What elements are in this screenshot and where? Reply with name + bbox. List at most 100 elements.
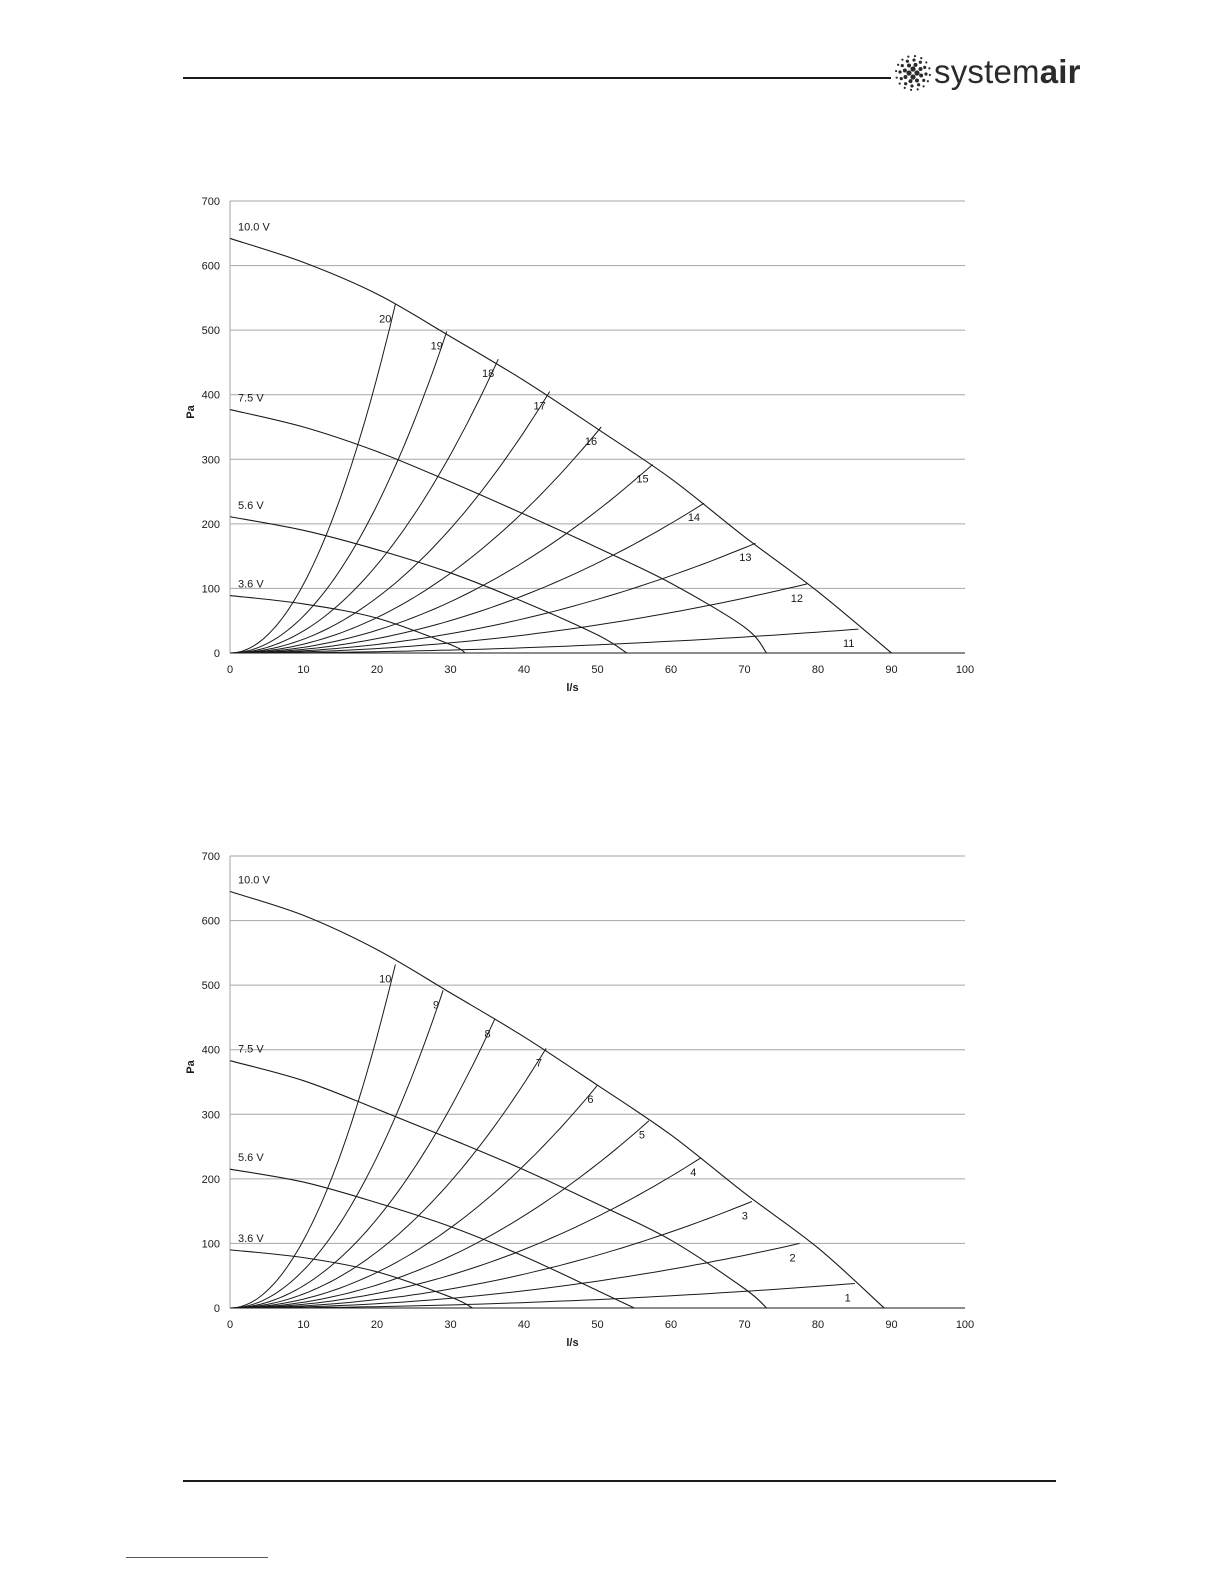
x-tick-label: 10 — [297, 1319, 309, 1331]
y-tick-label: 700 — [202, 196, 220, 208]
logo-dot — [926, 80, 929, 83]
system-curve — [229, 358, 499, 654]
system-curve-label: 6 — [587, 1094, 593, 1106]
logo-dot — [912, 58, 916, 62]
fan-curve-label: 5.6 V — [238, 1152, 264, 1164]
fan-curve-label: 5.6 V — [238, 500, 264, 512]
system-curve-label: 14 — [688, 512, 700, 524]
x-tick-label: 70 — [738, 664, 750, 676]
fan-curve — [229, 1249, 473, 1309]
x-tick-label: 90 — [885, 1319, 897, 1331]
logo-dot — [910, 74, 916, 80]
system-curve — [230, 1201, 753, 1309]
system-curve — [229, 1120, 650, 1309]
y-tick-label: 700 — [202, 851, 220, 863]
fan-chart-bottom: 0 100 200 300 400 500 600 700 0 10 20 30 40 50 60 70 80 9… — [185, 851, 974, 1349]
x-tick-label: 10 — [297, 664, 309, 676]
system-curve-label: 1 — [845, 1292, 851, 1304]
system-curve-label: 18 — [482, 368, 494, 380]
system-curve-label: 10 — [379, 973, 391, 985]
logo-dot — [907, 63, 912, 68]
system-curve — [230, 502, 705, 654]
logo-dot — [917, 83, 921, 87]
fan-curve — [229, 1168, 635, 1309]
logo-dot — [908, 79, 913, 84]
x-tick-label: 50 — [591, 664, 603, 676]
y-tick-label: 0 — [214, 648, 220, 660]
x-tick-label: 90 — [885, 664, 897, 676]
logo-dot — [913, 55, 917, 58]
system-curve-label: 19 — [431, 340, 443, 352]
x-tick-label: 30 — [444, 1319, 456, 1331]
fan-curve-label: 7.5 V — [238, 1044, 264, 1056]
logo-dot — [918, 60, 922, 64]
system-curve — [229, 426, 602, 654]
x-tick-label: 30 — [444, 664, 456, 676]
x-tick-label: 60 — [665, 664, 677, 676]
x-tick-label: 60 — [665, 1319, 677, 1331]
system-curve-label: 11 — [843, 638, 854, 650]
logo-dot — [895, 76, 898, 79]
system-curve — [230, 583, 808, 654]
system-curve — [229, 331, 448, 654]
logo-dot — [909, 88, 913, 91]
y-axis-label: Pa — [185, 1059, 197, 1073]
logo-dot — [899, 77, 903, 81]
y-tick-label: 200 — [202, 519, 220, 531]
x-tick-label: 100 — [956, 1319, 974, 1331]
fan-curve — [229, 594, 466, 654]
system-curve-label: 2 — [790, 1252, 796, 1264]
system-curve — [230, 542, 756, 654]
x-tick-label: 20 — [371, 1319, 383, 1331]
system-curve — [229, 464, 653, 654]
x-tick-label: 40 — [518, 1319, 530, 1331]
logo-dot — [928, 67, 931, 70]
fan-curve — [229, 890, 885, 1309]
footer-link-underline[interactable] — [126, 1557, 268, 1558]
fan-curve-label: 10.0 V — [238, 221, 270, 233]
fan-curve-label: 3.6 V — [238, 1233, 264, 1245]
logo-dot — [919, 73, 924, 78]
logo-dot — [914, 78, 919, 83]
logo-dot — [916, 88, 919, 91]
system-curve — [229, 990, 444, 1309]
logo-dot — [898, 82, 901, 85]
logo-text-prefix: system — [934, 53, 1040, 90]
x-tick-label: 50 — [591, 1319, 603, 1331]
y-tick-label: 400 — [202, 390, 220, 402]
logo-dot — [910, 66, 916, 72]
fan-curve — [229, 237, 892, 654]
fan-curve — [229, 516, 628, 654]
x-tick-label: 0 — [227, 1319, 233, 1331]
system-curve — [229, 1019, 496, 1309]
system-curve — [230, 1157, 701, 1309]
system-curve — [229, 304, 396, 654]
y-tick-label: 400 — [202, 1045, 220, 1057]
systemair-logo: systemair — [894, 52, 1084, 94]
logo-dot — [901, 58, 904, 61]
y-axis-label: Pa — [185, 404, 197, 418]
system-curve-label: 17 — [533, 400, 545, 412]
y-tick-label: 300 — [202, 454, 220, 466]
system-curve-label: 3 — [742, 1210, 748, 1222]
fan-curve-label: 7.5 V — [238, 393, 264, 405]
system-curve-label: 7 — [536, 1057, 542, 1069]
x-tick-label: 20 — [371, 664, 383, 676]
logo-dot — [928, 73, 931, 77]
x-tick-label: 80 — [812, 1319, 824, 1331]
logo-dot — [903, 86, 906, 89]
y-tick-label: 100 — [202, 1238, 220, 1250]
system-curve — [229, 1084, 598, 1309]
y-tick-label: 100 — [202, 583, 220, 595]
fan-chart-top: 0 100 200 300 400 500 600 700 0 10 20 30 40 50 60 70 80 9… — [185, 196, 974, 694]
fan-curve-label: 3.6 V — [238, 579, 264, 591]
x-axis-label: l/s — [566, 682, 578, 694]
y-tick-label: 0 — [214, 1303, 220, 1315]
x-axis-label: l/s — [566, 1337, 578, 1349]
x-tick-label: 0 — [227, 664, 233, 676]
system-curve-label: 12 — [791, 593, 803, 605]
x-tick-label: 70 — [738, 1319, 750, 1331]
logo-dot — [903, 74, 908, 79]
logo-dot — [924, 72, 928, 76]
y-tick-label: 200 — [202, 1174, 220, 1186]
